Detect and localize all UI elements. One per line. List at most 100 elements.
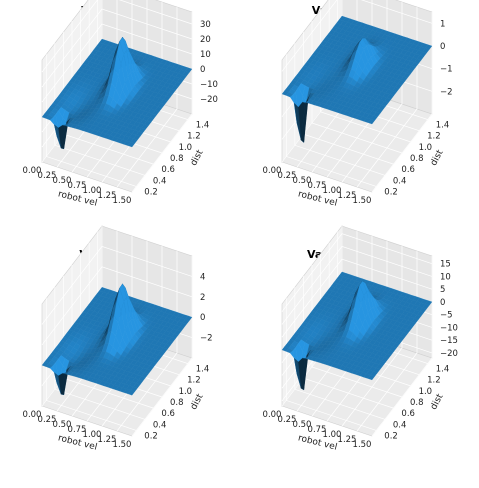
y-tick-label: 0.2	[384, 187, 398, 197]
z-tick-label: −2	[200, 334, 213, 344]
z-tick-label: 1	[440, 19, 445, 29]
gridline	[341, 246, 403, 427]
gridline	[116, 251, 178, 432]
surface-patch	[127, 141, 135, 148]
y-tick-label: 1.0	[419, 143, 433, 153]
z-tick-label: 4	[200, 272, 205, 282]
z-axis: 4 2 0 −2	[200, 272, 213, 343]
gridline	[41, 245, 193, 325]
y-tick-label: 0.8	[170, 154, 184, 164]
x-tick-label: 1.00	[323, 430, 342, 440]
z-tick-label: 10	[440, 272, 451, 282]
x-tick-label: 1.50	[353, 440, 372, 450]
y-tick-label: 1.0	[179, 143, 193, 153]
x-tick-label: 0.00	[23, 166, 42, 176]
x-tick-label: 0.25	[38, 415, 57, 425]
y-tick-label: 1.4	[196, 365, 210, 375]
gridline	[281, 245, 433, 325]
z-axis: 15 10 5 0 −5 −10 −15 −20	[440, 260, 458, 359]
x-tick-label: 0.75	[308, 425, 327, 435]
x-tick-label: 1.50	[353, 196, 372, 206]
y-tick-label: 0.2	[144, 431, 158, 441]
surface-patch	[127, 390, 135, 396]
gridline	[285, 298, 377, 431]
gridline	[116, 7, 178, 188]
z-tick-label: −15	[440, 336, 458, 346]
y-tick-label: 0.2	[384, 431, 398, 441]
x-tick-label: 1.00	[83, 186, 102, 196]
z-tick-label: 5	[440, 285, 445, 295]
z-tick-label: −2	[440, 87, 453, 97]
x-tick-label: 1.50	[113, 196, 132, 206]
x-tick-label: 1.25	[98, 435, 117, 445]
x-tick-label: 0.50	[53, 420, 72, 430]
x-tick-label: 0.25	[278, 171, 297, 181]
gridline	[131, 12, 193, 193]
y-tick-label: 0.8	[170, 398, 184, 408]
gridline	[45, 298, 137, 431]
z-tick-label: 0	[200, 313, 205, 323]
x-tick-label: 0.00	[263, 410, 282, 420]
z-tick-label: 0	[440, 42, 445, 52]
x-tick-label: 1.50	[113, 440, 132, 450]
x-tick-label: 0.75	[68, 425, 87, 435]
gridline	[54, 287, 145, 420]
y-tick-label: 1.4	[196, 121, 210, 131]
y-tick-label: 1.0	[419, 387, 433, 397]
gridline	[41, 0, 193, 73]
x-tick-label: 0.75	[68, 181, 87, 191]
gridline	[311, 265, 403, 398]
z-tick-label: 15	[440, 260, 451, 270]
value-surface	[41, 36, 193, 150]
x-tick-label: 0.50	[293, 176, 312, 186]
z-tick-label: −20	[200, 95, 218, 105]
z-tick-label: 2	[200, 293, 205, 303]
y-tick-label: 0.8	[410, 398, 424, 408]
y-tick-label: 0.6	[161, 165, 175, 175]
z-tick-label: 0	[200, 65, 205, 75]
gridline	[281, 233, 433, 312]
z-tick-label: −10	[200, 80, 218, 90]
z-tick-label: −10	[440, 323, 458, 333]
gridline	[41, 266, 193, 346]
x-tick-label: 1.00	[83, 430, 102, 440]
x-tick-label: 0.50	[293, 420, 312, 430]
y-tick-label: 1.2	[187, 132, 201, 142]
gridline	[371, 256, 433, 437]
surface-patch	[367, 374, 375, 381]
gridline	[281, 258, 433, 338]
x-tick-label: 1.25	[98, 191, 117, 201]
z-axis: 30 20 10 0 −10 −20	[200, 20, 218, 105]
chart-panel-3: Value − Curve0.000.250.500.751.001.251.5…	[23, 225, 213, 453]
gridline	[54, 43, 145, 176]
chart-panel-1: Value − Open0.000.250.500.751.001.251.50…	[23, 0, 218, 209]
y-tick-label: 0.4	[153, 420, 167, 430]
gridline	[41, 23, 193, 103]
gridline	[45, 54, 137, 187]
gridline	[281, 0, 433, 72]
y-tick-label: 0.6	[401, 165, 415, 175]
x-tick-label: 0.25	[278, 415, 297, 425]
y-tick-label: 1.2	[427, 376, 441, 386]
x-tick-label: 0.25	[38, 171, 57, 181]
z-tick-label: 20	[200, 35, 211, 45]
x-tick-label: 0.75	[308, 181, 327, 191]
y-tick-label: 0.4	[393, 176, 407, 186]
y-tick-label: 0.2	[144, 187, 158, 197]
surface-patch	[367, 118, 375, 125]
x-tick-label: 0.00	[263, 166, 282, 176]
gridline	[41, 8, 193, 88]
y-tick-label: 0.8	[410, 154, 424, 164]
z-tick-label: 10	[200, 50, 211, 60]
gridline	[294, 287, 385, 420]
z-tick-label: 0	[440, 298, 445, 308]
y-tick-label: 1.4	[436, 365, 450, 375]
y-tick-label: 0.6	[401, 409, 415, 419]
z-tick-label: 30	[200, 20, 211, 30]
y-tick-label: 0.4	[153, 176, 167, 186]
y-tick-label: 0.6	[161, 409, 175, 419]
